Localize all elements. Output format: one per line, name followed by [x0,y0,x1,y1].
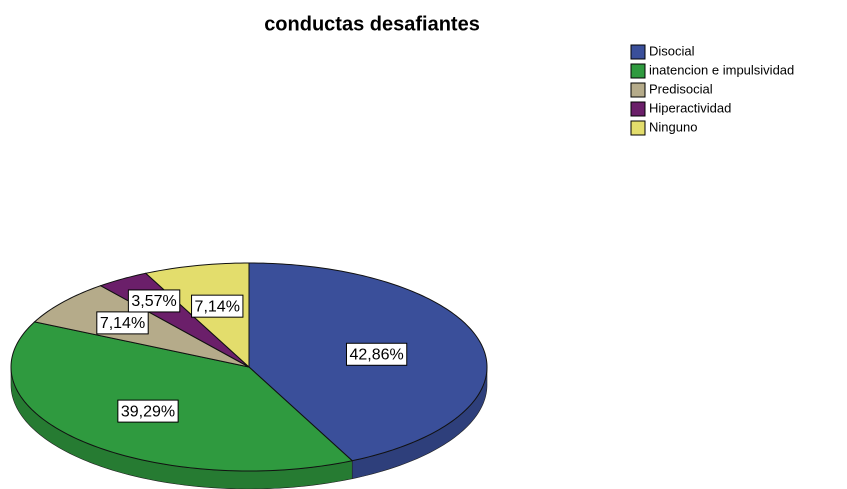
legend-swatch [630,44,646,60]
legend-swatch [630,120,646,136]
data-label: 7,14% [96,311,149,335]
data-label-box [191,294,244,318]
data-label-box [96,311,149,335]
data-label-text: 39,29% [121,403,175,420]
legend-label: Disocial [649,43,695,58]
legend-label: Hiperactividad [649,100,731,115]
data-label-text: 3,57% [131,293,176,310]
data-label-text: 7,14% [100,315,145,332]
chart-title: conductas desafiantes [264,13,480,35]
data-label: 39,29% [117,399,179,423]
data-label-box [345,342,408,366]
legend-label: Ninguno [649,119,697,134]
data-label: 3,57% [127,289,181,313]
legend-swatch [630,82,646,98]
data-label-box [127,289,181,313]
slice [10,321,354,472]
data-label: 7,14% [191,294,244,318]
legend-swatch [630,63,646,79]
data-label-text: 42,86% [349,346,403,363]
data-label: 42,86% [345,342,408,366]
data-label-text: 7,14% [195,298,240,315]
legend-label: Predisocial [649,81,713,96]
legend-swatch [630,101,646,117]
legend-label: inatencion e impulsividad [649,62,794,77]
data-label-box [117,399,179,423]
